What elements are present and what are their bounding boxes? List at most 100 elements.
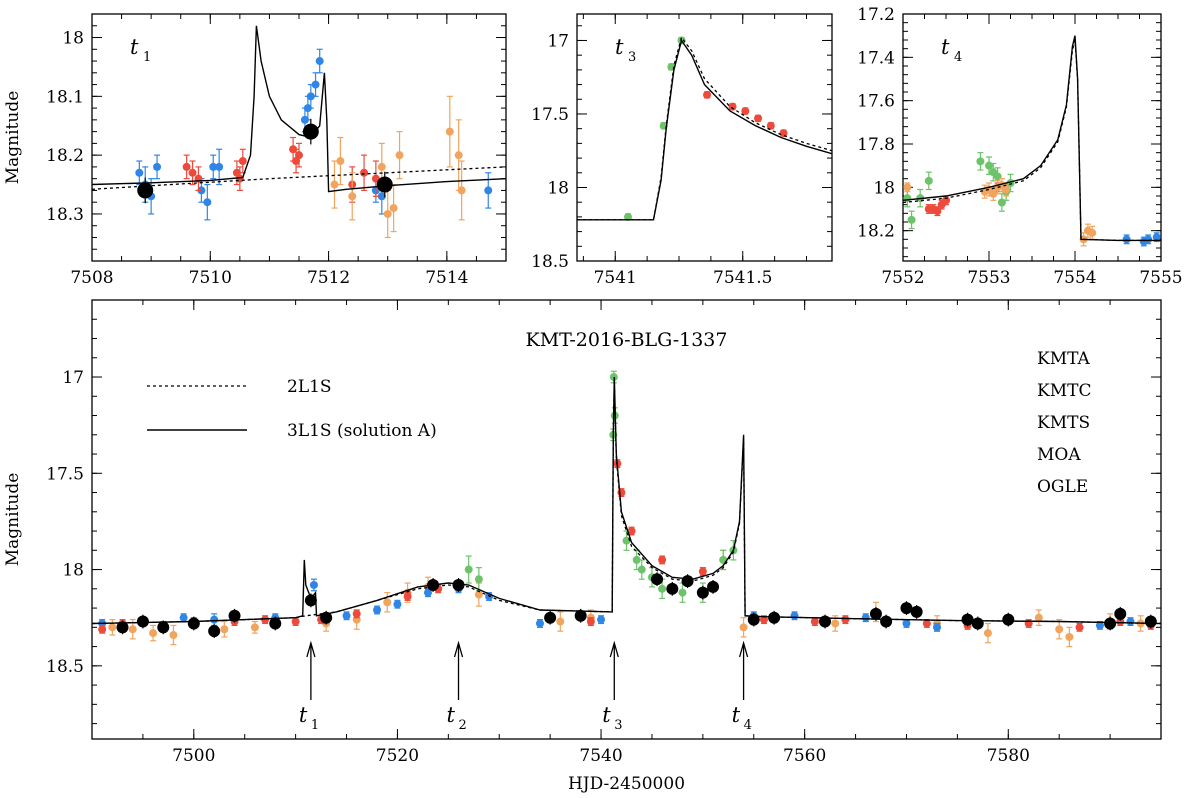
data-point — [182, 162, 191, 171]
data-point — [1116, 617, 1125, 626]
data-point — [137, 182, 154, 199]
data-point — [993, 172, 1002, 181]
data-point — [902, 619, 911, 628]
legend-models: 2L1S 3L1S (solution A) — [147, 377, 437, 441]
data-point — [295, 151, 303, 160]
data-point — [135, 168, 144, 177]
panel-label: t — [615, 35, 624, 59]
data-point — [535, 619, 544, 628]
data-point — [900, 602, 913, 615]
data-point — [116, 621, 129, 634]
x-tick-label: 7554 — [1053, 268, 1096, 288]
data-point — [869, 607, 882, 620]
marker-label: t — [447, 703, 456, 727]
series-ogle — [116, 572, 1157, 639]
data-point — [238, 157, 247, 166]
legend-dataset: OGLE — [1037, 477, 1088, 497]
data-point — [348, 192, 357, 201]
x-tick-label: 7580 — [987, 746, 1030, 766]
data-layer — [92, 25, 506, 239]
model-2l1s-curve — [577, 36, 832, 221]
data-point — [997, 198, 1006, 207]
data-point — [1144, 615, 1157, 628]
data-point — [1065, 632, 1074, 641]
data-point — [304, 594, 317, 607]
x-tick-label: 7508 — [70, 268, 113, 288]
y-tick-label: 17.4 — [857, 48, 895, 68]
data-point — [666, 582, 679, 595]
data-point — [658, 555, 667, 564]
data-point — [395, 151, 404, 160]
data-point — [342, 611, 351, 620]
data-point — [961, 613, 974, 626]
data-point — [210, 615, 219, 624]
data-point — [452, 578, 465, 591]
data-point — [187, 617, 200, 630]
y-tick-label: 18 — [873, 178, 895, 198]
data-point — [215, 162, 224, 171]
data-point — [1104, 617, 1117, 630]
data-point — [360, 168, 369, 177]
model-3l1s-curve — [92, 25, 506, 193]
data-point — [1114, 607, 1127, 620]
x-tick-label: 7541.5 — [713, 268, 772, 288]
marker-label: t — [299, 703, 308, 727]
data-point — [373, 605, 382, 614]
data-point — [754, 114, 763, 123]
marker-arrow-head — [306, 640, 316, 658]
data-point — [1002, 613, 1015, 626]
data-point — [1034, 613, 1043, 622]
series-kmta — [330, 95, 466, 239]
marker-label-sub: 1 — [311, 718, 319, 733]
data-point — [903, 183, 912, 192]
data-point — [403, 592, 412, 601]
data-point — [250, 623, 259, 632]
data-point — [464, 565, 473, 574]
x-tick-label: 7512 — [307, 268, 350, 288]
data-point — [574, 609, 587, 622]
data-point — [903, 194, 912, 203]
model-2l1s-curve — [92, 380, 1161, 625]
plot-frame — [91, 299, 1162, 740]
data-point — [423, 588, 432, 597]
data-point — [393, 600, 402, 609]
series-kmtc — [1122, 232, 1161, 247]
x-tick-label: 7553 — [967, 268, 1010, 288]
x-tick-label: 7500 — [172, 746, 215, 766]
panel-label-sub: 3 — [628, 50, 636, 65]
legend-label: 3L1S (solution A) — [287, 421, 437, 441]
data-point — [880, 615, 893, 628]
data-point — [389, 204, 398, 213]
data-point — [810, 617, 819, 626]
y-tick-label: 17.5 — [46, 464, 84, 484]
data-point — [556, 617, 565, 626]
data-point — [98, 625, 107, 634]
data-point — [484, 186, 493, 195]
data-point — [759, 615, 768, 624]
panel-t3: 7541 7541.5 17 17.5 18 18.5 t 3 — [531, 13, 833, 288]
data-point — [203, 198, 212, 207]
data-point — [1095, 621, 1104, 630]
data-point — [741, 107, 750, 116]
data-point — [861, 613, 870, 622]
data-point — [311, 80, 320, 89]
data-point — [831, 619, 840, 628]
chart-title: KMT-2016-BLG-1337 — [526, 329, 728, 351]
data-point — [678, 588, 687, 597]
y-axis-label: Magnitude — [3, 91, 23, 185]
model-3l1s-curve — [92, 376, 1161, 625]
data-point — [1075, 623, 1084, 632]
y-tick-label: 18 — [547, 178, 569, 198]
data-point — [586, 617, 595, 626]
data-point — [681, 575, 694, 588]
marker-label-sub: 3 — [614, 718, 622, 733]
data-point — [707, 580, 720, 593]
data-point — [624, 212, 632, 221]
legend-datasets: KMTA KMTC KMTS MOA OGLE — [1037, 349, 1091, 497]
data-point — [336, 157, 345, 166]
y-tick-label: 17.5 — [531, 105, 569, 125]
panel-label-sub: 1 — [143, 50, 151, 65]
data-layer — [577, 36, 832, 221]
y-tick-label: 17.2 — [857, 5, 895, 25]
